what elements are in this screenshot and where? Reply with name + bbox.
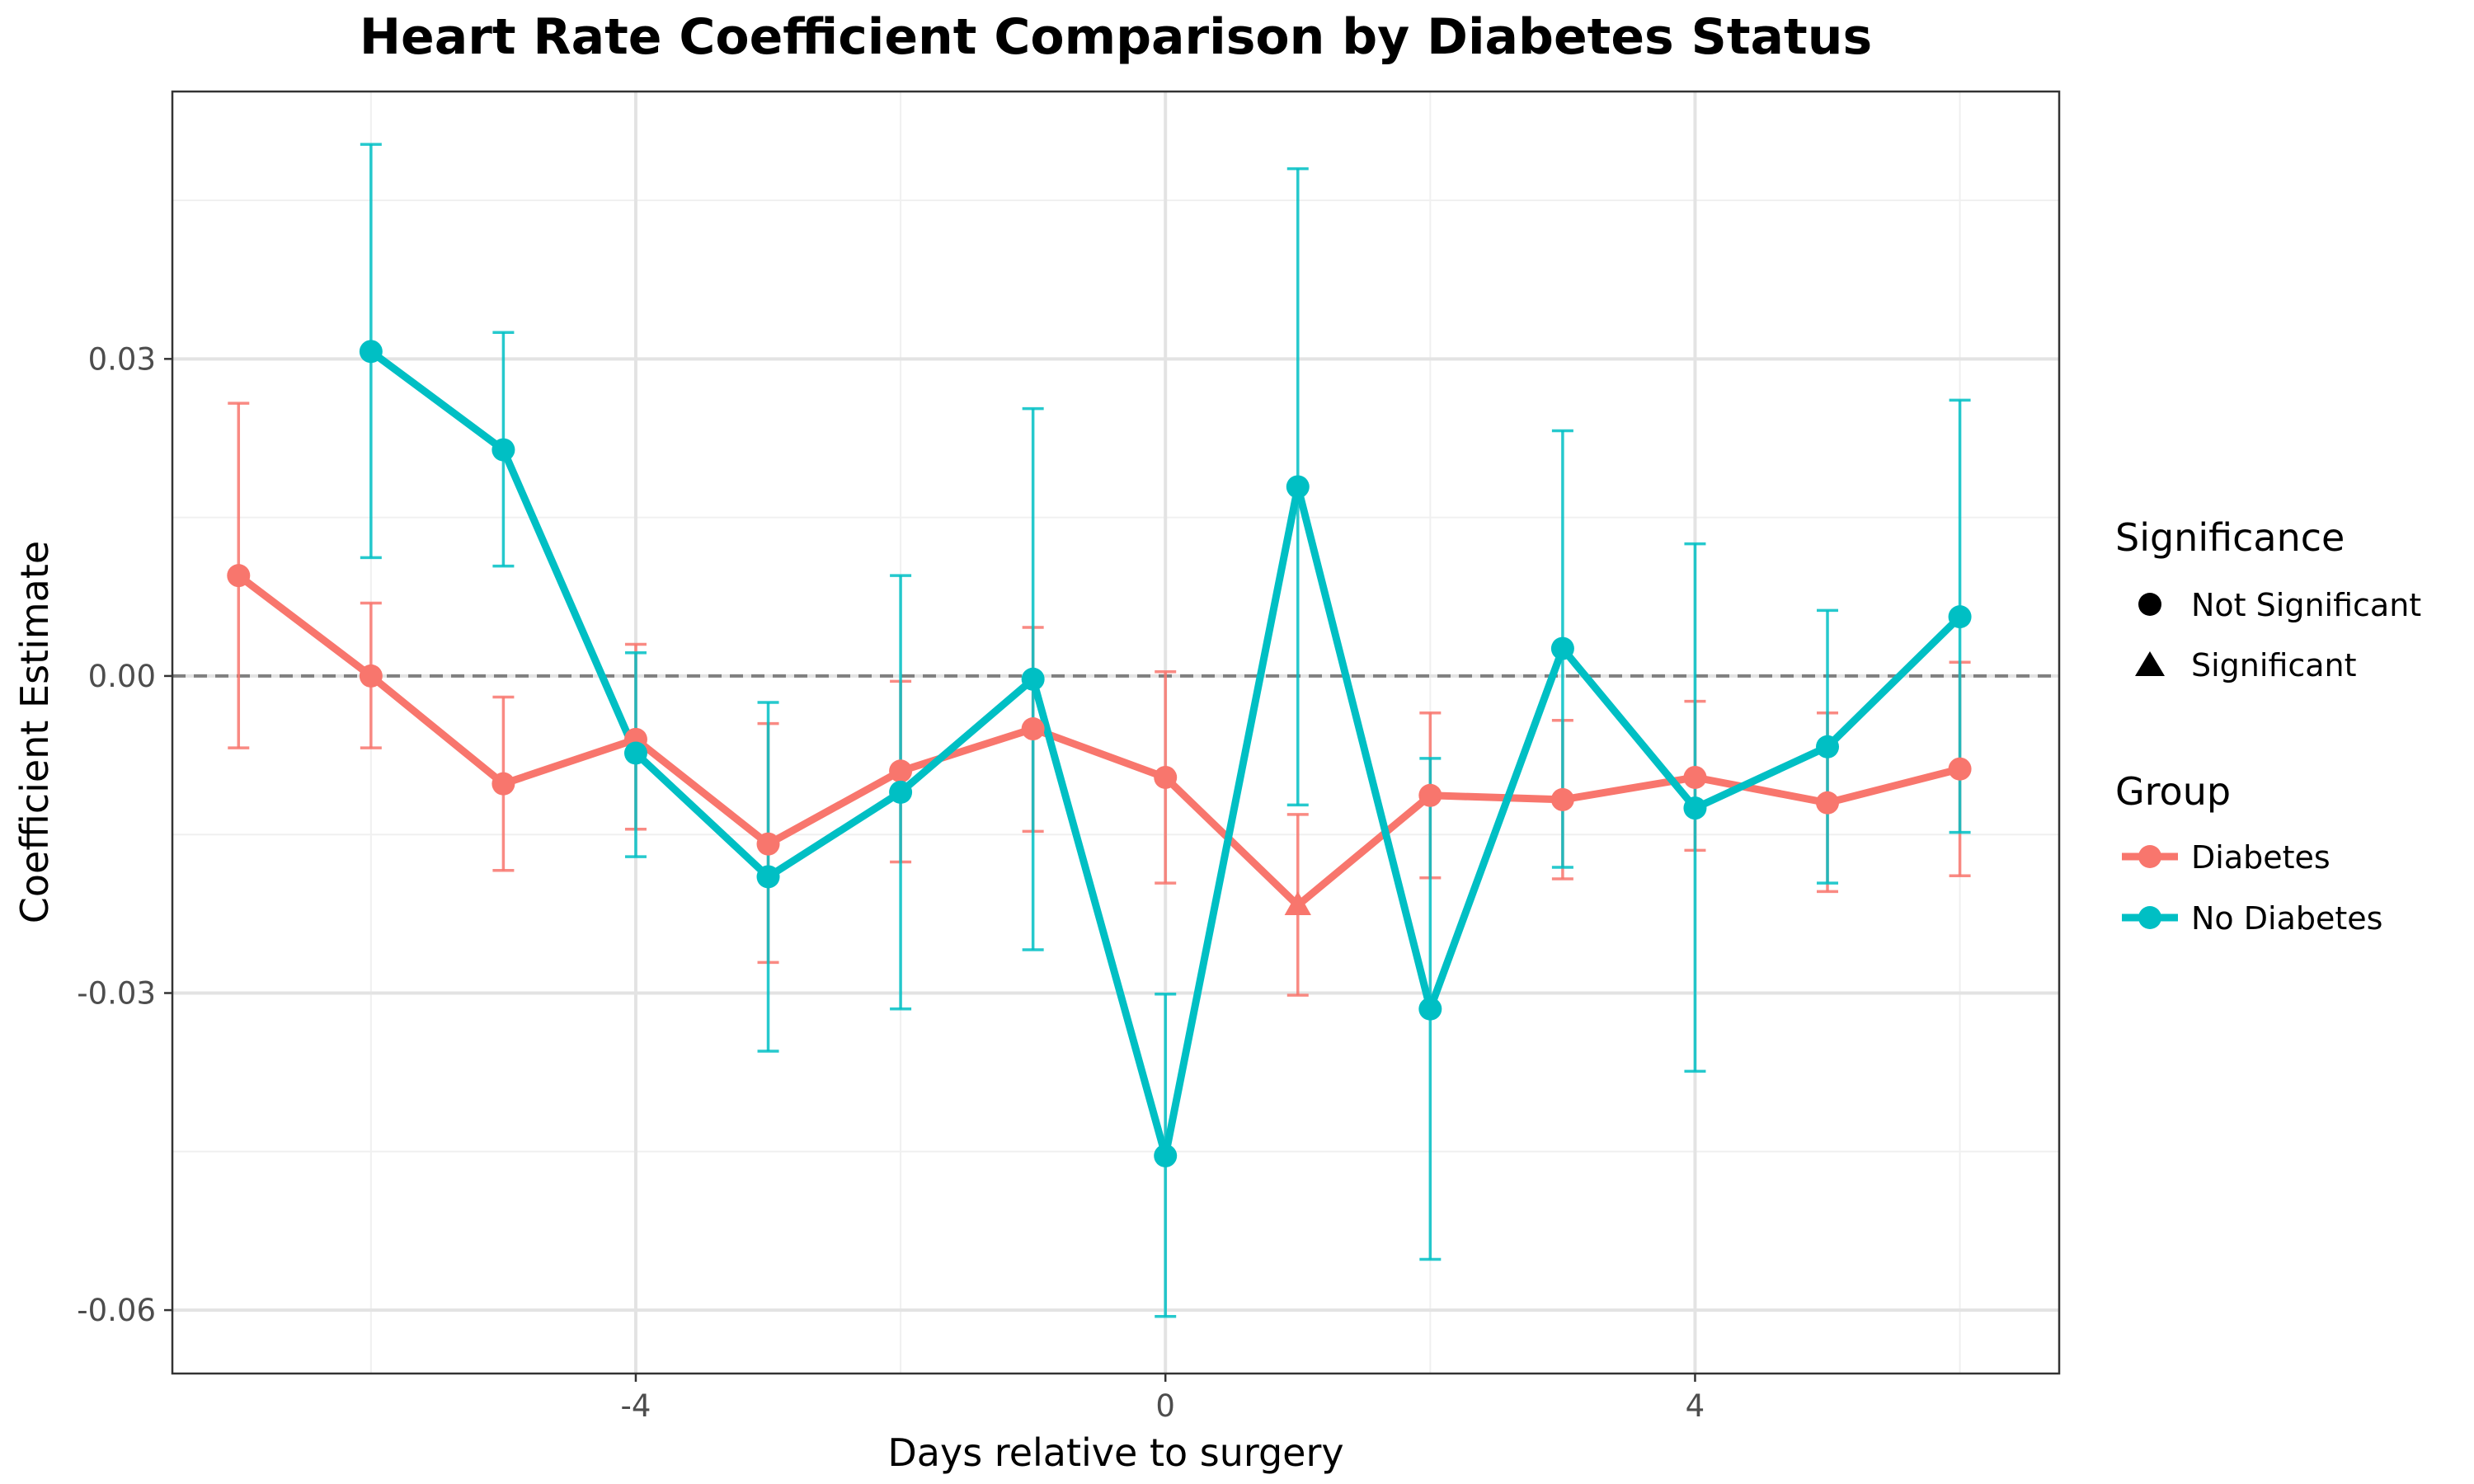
point-diabetes [1154, 765, 1178, 789]
legend-circle-icon [2138, 593, 2161, 616]
point-diabetes [889, 759, 913, 783]
point-diabetes [1021, 717, 1045, 741]
x-tick-label: 4 [1686, 1388, 1705, 1424]
point-no-diabetes [1418, 997, 1442, 1021]
point-no-diabetes [359, 340, 383, 364]
point-no-diabetes [492, 438, 515, 462]
legend-triangle-icon [2135, 651, 2165, 676]
point-no-diabetes [889, 780, 913, 804]
point-no-diabetes [1154, 1144, 1178, 1167]
legend-item-not-significant: Not Significant [2138, 587, 2421, 623]
point-no-diabetes [1550, 636, 1574, 660]
point-no-diabetes [1948, 605, 1972, 629]
y-axis-label: Coefficient Estimate [12, 541, 57, 923]
data-points [227, 340, 1972, 1167]
point-diabetes [359, 664, 383, 688]
x-tick-label: 0 [1155, 1388, 1175, 1424]
point-diabetes [756, 832, 780, 856]
point-diabetes [1683, 765, 1707, 789]
y-tick-label: 0.00 [88, 659, 156, 694]
point-diabetes [227, 564, 251, 588]
legend-label-no-diabetes: No Diabetes [2191, 900, 2382, 937]
legend-item-no-diabetes: No Diabetes [2122, 900, 2382, 937]
legend-item-significant: Significant [2135, 647, 2357, 683]
point-no-diabetes [1286, 475, 1310, 499]
y-axis: 0.03 0.00 -0.03 -0.06 [77, 341, 172, 1328]
point-no-diabetes [1816, 735, 1840, 758]
point-diabetes [1418, 783, 1442, 807]
legend-title-group: Group [2115, 769, 2231, 814]
legend-item-diabetes: Diabetes [2122, 839, 2331, 876]
panel-border [171, 90, 2061, 1375]
legend-label-not-significant: Not Significant [2191, 587, 2421, 623]
legend-point-no-diabetes [2138, 906, 2161, 929]
legend-title-significance: Significance [2115, 515, 2345, 560]
point-no-diabetes [1683, 796, 1707, 820]
legend: Significance Not Significant Significant… [2115, 515, 2421, 937]
legend-label-diabetes: Diabetes [2191, 839, 2331, 876]
panel-background [172, 92, 2059, 1374]
point-diabetes [1816, 791, 1840, 815]
y-tick-label: -0.06 [77, 1293, 156, 1328]
y-tick-label: 0.03 [88, 341, 156, 377]
point-diabetes [492, 772, 515, 796]
point-diabetes [1550, 787, 1574, 811]
chart-title: Heart Rate Coefficient Comparison by Dia… [360, 8, 1872, 66]
point-no-diabetes [623, 741, 647, 765]
x-axis: -4 0 4 [621, 1374, 1705, 1424]
plot-panel [171, 90, 2061, 1375]
x-axis-label: Days relative to surgery [887, 1430, 1343, 1475]
point-diabetes [1948, 757, 1972, 781]
legend-point-diabetes [2138, 845, 2161, 868]
point-triangle-diabetes [1284, 891, 1311, 915]
point-no-diabetes [756, 865, 780, 889]
point-no-diabetes [1021, 667, 1045, 691]
legend-label-significant: Significant [2191, 647, 2357, 683]
y-tick-label: -0.03 [77, 975, 156, 1011]
x-tick-label: -4 [621, 1388, 651, 1424]
